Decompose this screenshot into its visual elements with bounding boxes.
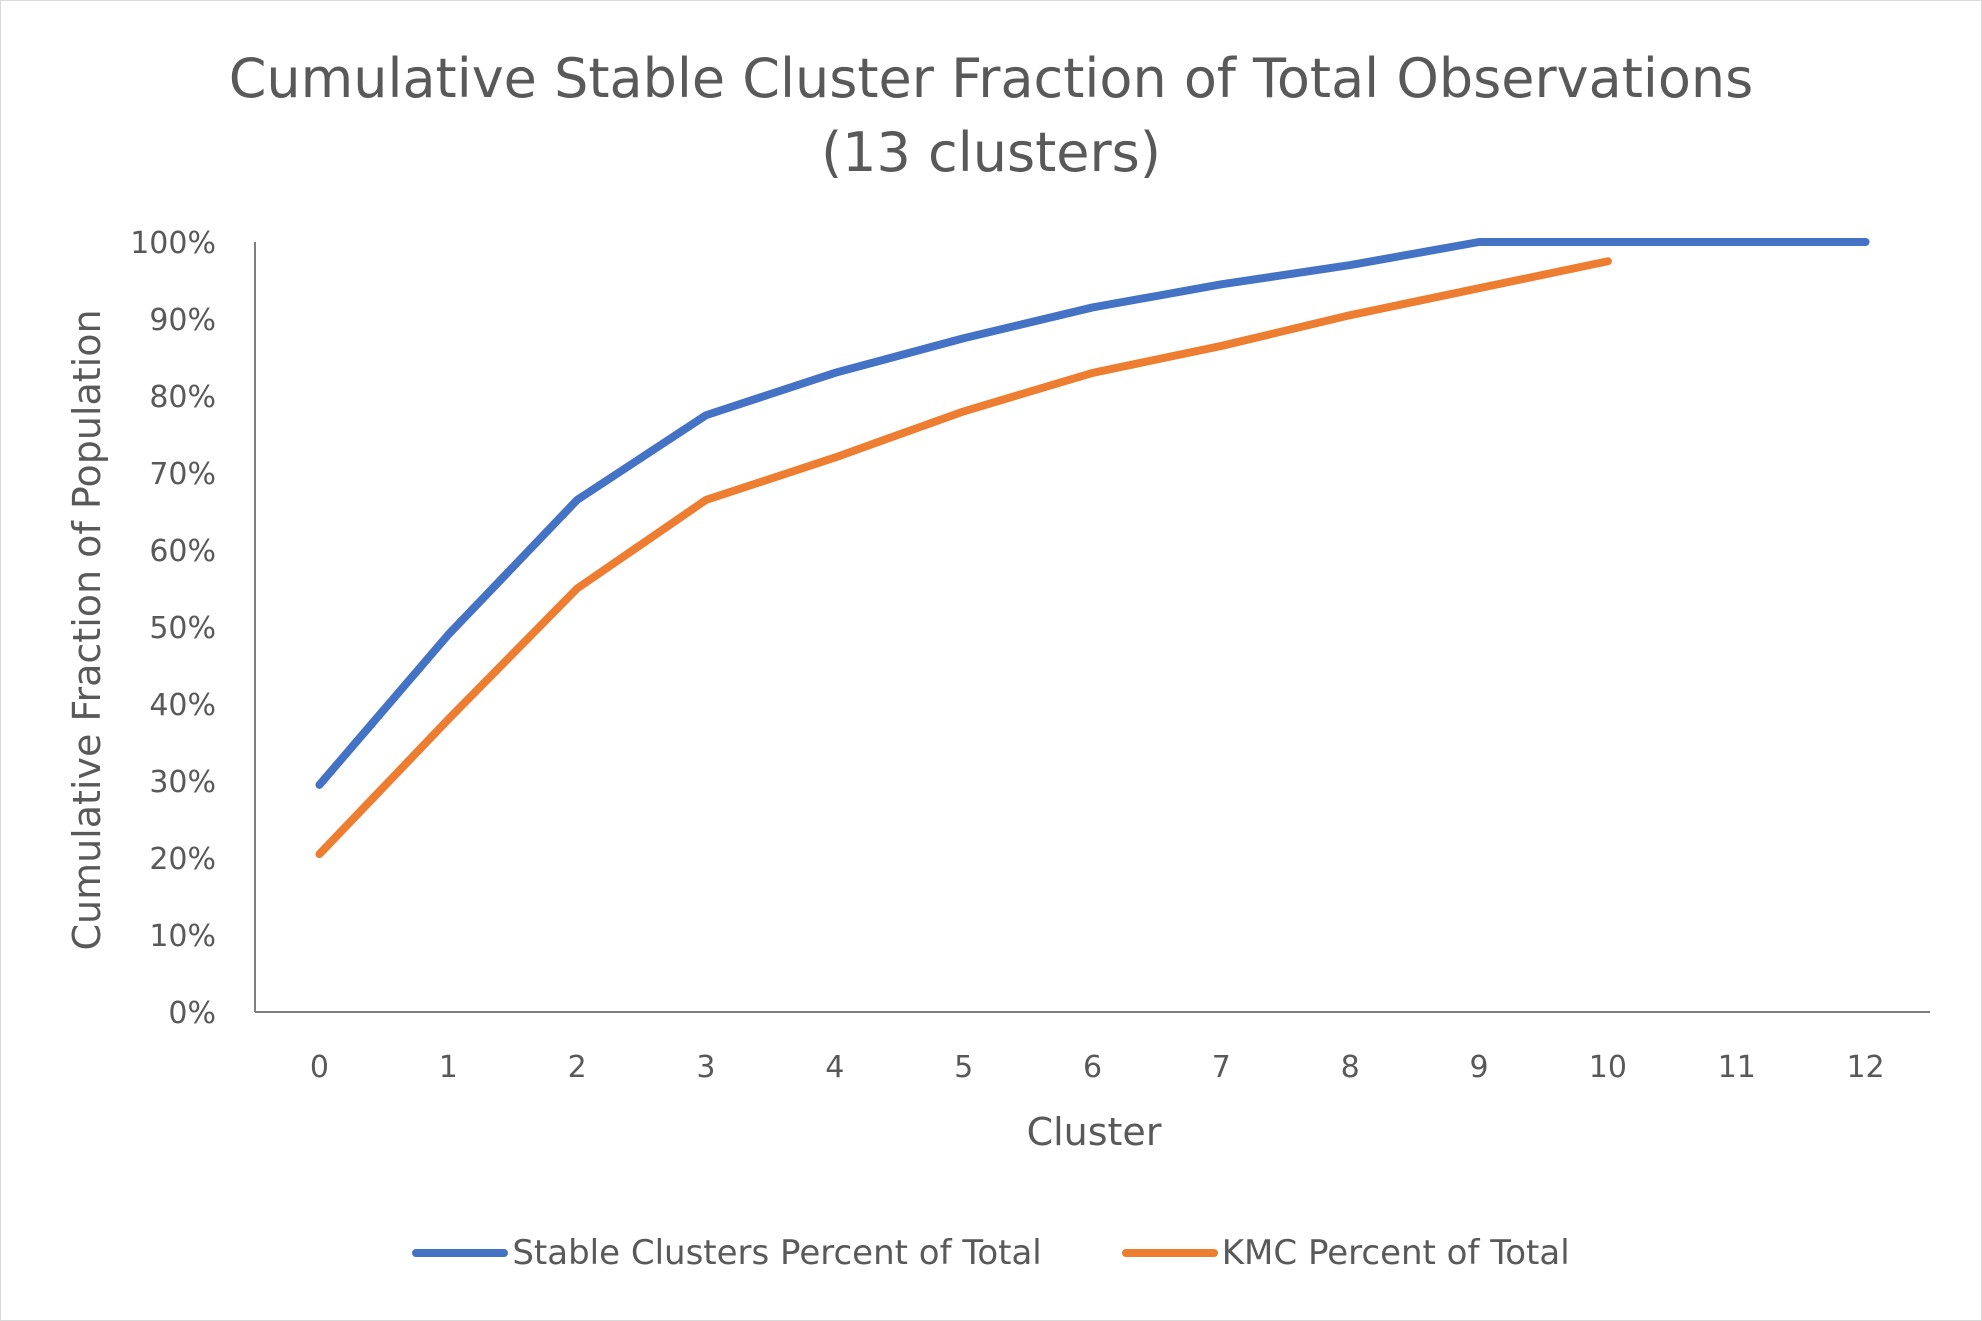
y-tick-label: 90%	[149, 303, 216, 338]
chart-title: Cumulative Stable Cluster Fraction of To…	[0, 42, 1982, 190]
legend-label: Stable Clusters Percent of Total	[512, 1233, 1042, 1273]
y-tick-label: 10%	[149, 919, 216, 954]
chart-title-line: Cumulative Stable Cluster Fraction of To…	[228, 47, 1754, 110]
x-tick-label: 5	[954, 1050, 973, 1085]
x-axis-ticks: 0 1 2 3 4 5 6 7 8 9 10 11 12	[310, 1050, 1885, 1085]
y-tick-label: 40%	[149, 688, 216, 723]
chart-series	[315, 238, 1870, 859]
series-line-1	[315, 238, 1870, 789]
legend-item-2: KMC Percent of Total	[1121, 1233, 1570, 1273]
x-tick-label: 4	[825, 1050, 844, 1085]
x-tick-label: 1	[439, 1050, 458, 1085]
series-line-2	[315, 257, 1612, 859]
chart-subtitle: (13 clusters)	[821, 121, 1161, 184]
y-tick-label: 60%	[149, 534, 216, 569]
x-tick-label: 11	[1718, 1050, 1756, 1085]
x-tick-label: 3	[696, 1050, 715, 1085]
x-tick-label: 2	[568, 1050, 587, 1085]
y-tick-label: 30%	[149, 765, 216, 800]
legend-swatch	[1121, 1249, 1218, 1257]
x-tick-label: 6	[1083, 1050, 1102, 1085]
x-tick-label: 8	[1341, 1050, 1360, 1085]
y-axis-ticks: 0% 10% 20% 30% 40% 50% 60% 70% 80% 90% 100%	[130, 226, 216, 1031]
legend-label: KMC Percent of Total	[1221, 1233, 1570, 1273]
x-tick-label: 9	[1469, 1050, 1488, 1085]
x-axis-title: Cluster	[1027, 1110, 1162, 1154]
x-tick-label: 0	[310, 1050, 329, 1085]
x-tick-label: 10	[1589, 1050, 1627, 1085]
y-tick-label: 80%	[149, 380, 216, 415]
y-tick-label: 100%	[130, 226, 216, 261]
y-tick-label: 0%	[168, 996, 216, 1031]
y-tick-label: 50%	[149, 611, 216, 646]
x-tick-label: 12	[1846, 1050, 1884, 1085]
y-tick-label: 70%	[149, 457, 216, 492]
y-tick-label: 20%	[149, 842, 216, 877]
chart-legend: Stable Clusters Percent of Total KMC Perc…	[0, 1225, 1982, 1281]
legend-item-1: Stable Clusters Percent of Total	[412, 1233, 1042, 1273]
chart-axes	[254, 242, 1930, 1013]
x-tick-label: 7	[1212, 1050, 1231, 1085]
y-axis-title: Cumulative Fraction of Population	[65, 309, 109, 950]
legend-swatch	[412, 1249, 509, 1257]
